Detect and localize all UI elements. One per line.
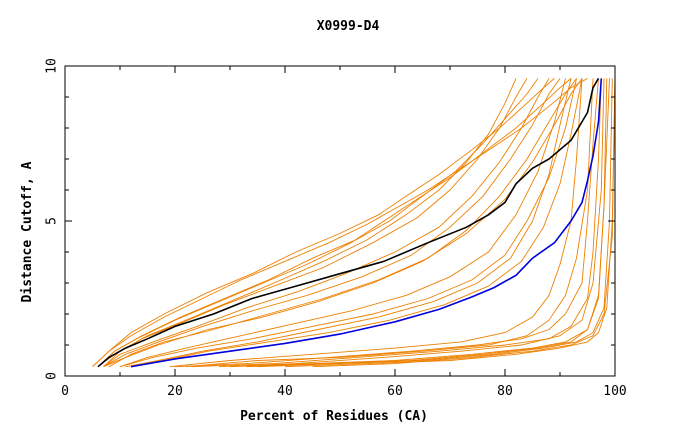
series-line-model-n bbox=[130, 78, 583, 368]
x-tick-label: 100 bbox=[603, 384, 626, 399]
x-tick-label: 0 bbox=[61, 384, 69, 399]
chart-title: X0999-D4 bbox=[317, 19, 380, 34]
series-line-model-g bbox=[103, 78, 550, 368]
ticks-layer: 0 20 40 60 80 100 0 5 10 bbox=[45, 58, 627, 399]
y-tick-label: 10 bbox=[45, 58, 60, 74]
series-line-model-black bbox=[97, 77, 600, 368]
series-line-model-m bbox=[119, 78, 577, 368]
series-line-model-s bbox=[218, 78, 605, 368]
series-line-model-b bbox=[97, 78, 572, 368]
series-line-model-c bbox=[92, 78, 555, 368]
series-line-model-w bbox=[246, 78, 610, 368]
series-line-model-h bbox=[103, 78, 561, 368]
series-line-model-x bbox=[312, 78, 616, 368]
y-axis-label: Distance Cutoff, A bbox=[20, 161, 35, 302]
series-line-model-r bbox=[191, 78, 602, 368]
x-tick-label: 40 bbox=[277, 384, 293, 399]
series-line-model-o bbox=[169, 78, 583, 368]
x-tick-label: 20 bbox=[167, 384, 183, 399]
series-line-model-a bbox=[92, 78, 588, 368]
x-axis-label: Percent of Residues (CA) bbox=[240, 409, 428, 424]
series-line-model-d bbox=[97, 78, 539, 368]
series-line-model-t bbox=[229, 78, 608, 368]
series-line-model-i bbox=[108, 78, 577, 368]
series-line-model-k bbox=[119, 78, 566, 368]
series-line-model-l bbox=[125, 78, 572, 368]
series-line-model-u bbox=[257, 78, 613, 368]
x-tick-label: 80 bbox=[497, 384, 513, 399]
series-line-model-blue bbox=[130, 78, 603, 368]
y-tick-label: 5 bbox=[45, 217, 60, 225]
y-tick-label: 0 bbox=[45, 372, 60, 380]
series-line-model-j bbox=[103, 78, 583, 368]
series-line-model-e bbox=[103, 78, 517, 368]
x-tick-label: 60 bbox=[387, 384, 403, 399]
series-line-model-q bbox=[174, 78, 599, 368]
series-line-model-v bbox=[284, 78, 616, 368]
series-layer bbox=[92, 77, 616, 368]
series-line-model-f bbox=[97, 78, 528, 368]
